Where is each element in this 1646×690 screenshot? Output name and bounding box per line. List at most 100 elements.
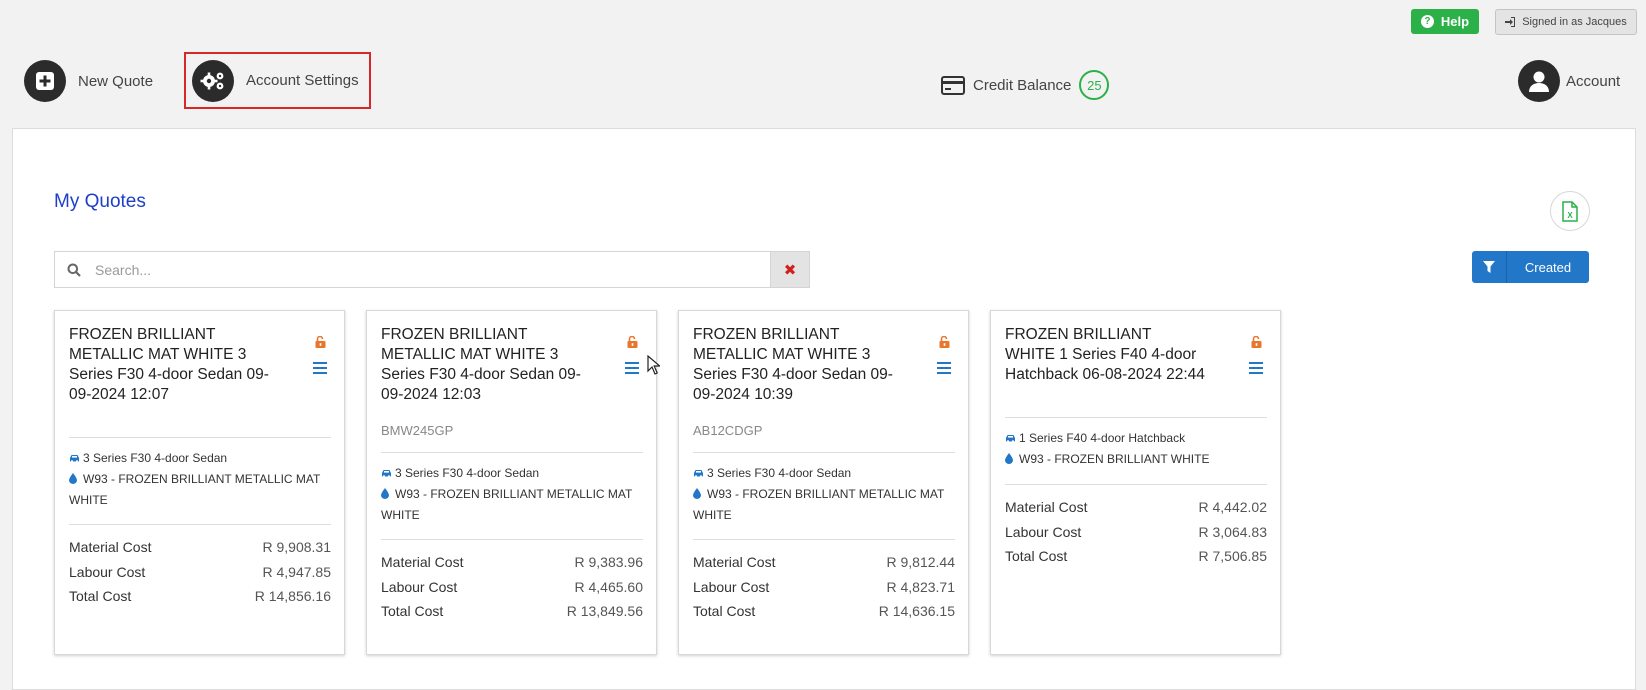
account-button[interactable]: Account xyxy=(1518,60,1620,102)
account-settings-label: Account Settings xyxy=(246,72,359,89)
mouse-cursor xyxy=(647,355,660,375)
total-cost-row: Total Cost R 7,506.85 xyxy=(1005,544,1267,569)
quote-title: FROZEN BRILLIANT METALLIC MAT WHITE 3 Se… xyxy=(381,326,581,403)
plus-square-icon xyxy=(24,60,66,102)
signed-in-label: Signed in as Jacques xyxy=(1522,16,1627,28)
labour-cost-row: Labour Cost R 3,064.83 xyxy=(1005,520,1267,545)
total-cost-row: Total Cost R 14,856.16 xyxy=(69,584,331,609)
material-cost-label: Material Cost xyxy=(1005,499,1088,515)
unlock-icon[interactable] xyxy=(1251,335,1262,353)
sort-label: Created xyxy=(1524,259,1572,275)
labour-cost-row: Labour Cost R 4,823.71 xyxy=(693,575,955,600)
clear-search-button[interactable]: ✖ xyxy=(770,252,809,287)
material-cost-row: Material Cost R 9,383.96 xyxy=(381,550,643,575)
hamburger-menu-icon[interactable] xyxy=(625,361,639,379)
sort-filter-button[interactable]: Created xyxy=(1472,251,1589,283)
gears-icon xyxy=(192,59,234,102)
quote-card[interactable]: FROZEN BRILLIANT METALLIC MAT WHITE 3 Se… xyxy=(54,310,345,655)
divider xyxy=(1005,484,1267,485)
material-cost-value: R 9,812.44 xyxy=(886,554,956,570)
hamburger-menu-icon[interactable] xyxy=(1249,361,1263,379)
quote-title: FROZEN BRILLIANT METALLIC MAT WHITE 3 Se… xyxy=(693,326,893,403)
divider xyxy=(1005,417,1267,418)
unlock-icon[interactable] xyxy=(627,335,638,353)
labour-cost-row: Labour Cost R 4,465.60 xyxy=(381,575,643,600)
vehicle-model-text: 3 Series F30 4-door Sedan xyxy=(707,466,852,480)
credit-balance[interactable]: Credit Balance 25 xyxy=(941,70,1110,100)
vehicle-model: 3 Series F30 4-door Sedan xyxy=(69,448,331,469)
account-settings-button[interactable]: Account Settings xyxy=(184,52,371,109)
car-icon xyxy=(1005,429,1018,449)
paint-code: W93 - FROZEN BRILLIANT METALLIC MAT WHIT… xyxy=(381,484,643,525)
material-cost-value: R 4,442.02 xyxy=(1198,499,1268,515)
paint-code-text: W93 - FROZEN BRILLIANT METALLIC MAT WHIT… xyxy=(69,472,321,507)
total-cost-label: Total Cost xyxy=(1005,548,1068,564)
total-cost-value: R 7,506.85 xyxy=(1198,548,1268,564)
paint-drop-icon xyxy=(693,485,706,505)
cost-summary: Material Cost R 9,383.96 Labour Cost R 4… xyxy=(381,550,643,624)
vehicle-model: 1 Series F40 4-door Hatchback xyxy=(1005,428,1267,449)
paint-code: W93 - FROZEN BRILLIANT WHITE xyxy=(1005,449,1267,470)
filter-icon xyxy=(1472,251,1507,283)
new-quote-label: New Quote xyxy=(78,72,154,90)
total-cost-label: Total Cost xyxy=(693,603,756,619)
quote-card[interactable]: FROZEN BRILLIANT METALLIC MAT WHITE 3 Se… xyxy=(366,310,657,655)
hamburger-menu-icon[interactable] xyxy=(937,361,951,379)
vehicle-model-text: 3 Series F30 4-door Sedan xyxy=(395,466,540,480)
signed-in-button[interactable]: Signed in as Jacques xyxy=(1495,9,1637,35)
vehicle-model-text: 3 Series F30 4-door Sedan xyxy=(83,451,228,465)
search-input[interactable] xyxy=(93,251,770,288)
cost-summary: Material Cost R 9,908.31 Labour Cost R 4… xyxy=(69,535,331,609)
credit-balance-label: Credit Balance xyxy=(973,76,1072,94)
quote-card[interactable]: FROZEN BRILLIANT WHITE 1 Series F40 4-do… xyxy=(990,310,1281,655)
total-cost-label: Total Cost xyxy=(381,603,444,619)
paint-code: W93 - FROZEN BRILLIANT METALLIC MAT WHIT… xyxy=(693,484,955,525)
credit-balance-badge: 25 xyxy=(1079,70,1110,100)
excel-file-icon: X xyxy=(1562,200,1578,222)
page-title: My Quotes xyxy=(54,191,146,212)
paint-code-text: W93 - FROZEN BRILLIANT METALLIC MAT WHIT… xyxy=(693,487,945,522)
material-cost-value: R 9,383.96 xyxy=(574,554,644,570)
cost-summary: Material Cost R 9,812.44 Labour Cost R 4… xyxy=(693,550,955,624)
unlock-icon[interactable] xyxy=(315,335,326,353)
registration-number: BMW245GP xyxy=(381,423,454,438)
material-cost-label: Material Cost xyxy=(69,539,152,555)
labour-cost-label: Labour Cost xyxy=(381,578,458,595)
total-cost-label: Total Cost xyxy=(69,588,132,604)
paint-code: W93 - FROZEN BRILLIANT METALLIC MAT WHIT… xyxy=(69,469,331,510)
quote-card[interactable]: FROZEN BRILLIANT METALLIC MAT WHITE 3 Se… xyxy=(678,310,969,655)
paint-drop-icon xyxy=(381,485,394,505)
search-icon xyxy=(55,263,93,277)
help-button[interactable]: ? Help xyxy=(1411,9,1479,34)
paint-drop-icon xyxy=(69,470,82,490)
export-excel-button[interactable]: X xyxy=(1550,191,1590,231)
divider xyxy=(693,539,955,540)
hamburger-menu-icon[interactable] xyxy=(313,361,327,379)
labour-cost-label: Labour Cost xyxy=(1005,523,1082,540)
car-icon xyxy=(693,464,706,484)
vehicle-model-text: 1 Series F40 4-door Hatchback xyxy=(1019,431,1186,445)
quote-title: FROZEN BRILLIANT WHITE 1 Series F40 4-do… xyxy=(1005,326,1205,383)
quote-title: FROZEN BRILLIANT METALLIC MAT WHITE 3 Se… xyxy=(69,326,269,403)
svg-text:X: X xyxy=(1567,211,1573,220)
car-icon xyxy=(381,464,394,484)
divider xyxy=(693,452,955,453)
account-label: Account xyxy=(1566,72,1621,90)
registration-number: AB12CDGP xyxy=(693,423,763,438)
labour-cost-value: R 4,947.85 xyxy=(262,563,332,580)
material-cost-label: Material Cost xyxy=(381,554,464,570)
new-quote-button[interactable]: New Quote xyxy=(24,60,153,102)
labour-cost-row: Labour Cost R 4,947.85 xyxy=(69,560,331,585)
user-icon xyxy=(1518,60,1560,102)
material-cost-label: Material Cost xyxy=(693,554,776,570)
labour-cost-label: Labour Cost xyxy=(693,578,770,595)
total-cost-value: R 14,856.16 xyxy=(254,588,331,604)
divider xyxy=(69,437,331,438)
car-icon xyxy=(69,449,82,469)
sign-in-icon xyxy=(1505,17,1516,27)
unlock-icon[interactable] xyxy=(939,335,950,353)
labour-cost-value: R 4,465.60 xyxy=(574,578,644,595)
divider xyxy=(381,539,643,540)
paint-drop-icon xyxy=(1005,450,1018,470)
credit-card-icon xyxy=(941,75,965,95)
